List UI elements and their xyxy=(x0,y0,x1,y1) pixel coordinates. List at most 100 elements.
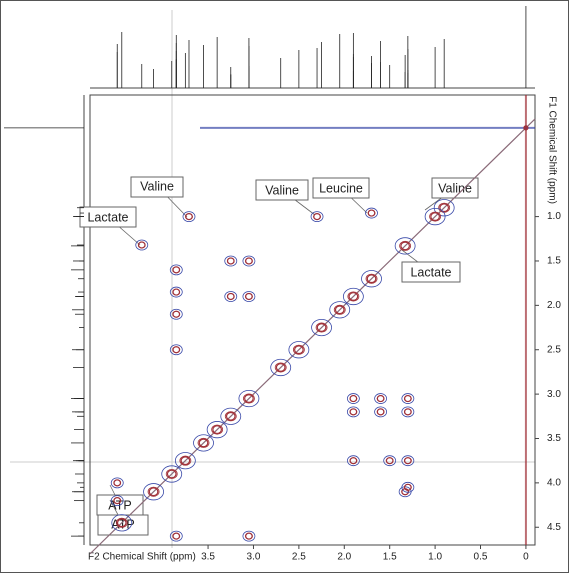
contour-ring xyxy=(147,486,160,497)
contour-ring xyxy=(169,530,183,542)
contour-ring xyxy=(242,291,256,302)
annotation: Lactate xyxy=(410,265,451,279)
contour-ring xyxy=(169,286,183,298)
peak xyxy=(349,408,358,416)
contour-ring xyxy=(333,304,346,315)
y-tick-label: 1.5 xyxy=(547,256,561,267)
contour-ring xyxy=(399,240,412,251)
contour-ring xyxy=(401,393,415,404)
y-tick-label: 4.0 xyxy=(547,478,561,489)
peak xyxy=(172,266,181,274)
peak xyxy=(137,241,146,249)
contour-ring xyxy=(270,358,292,377)
contour-ring xyxy=(401,406,415,418)
contour-ring xyxy=(224,411,237,422)
peak xyxy=(172,346,181,354)
contour-ring xyxy=(179,455,192,466)
peak xyxy=(385,457,394,465)
contour-ring xyxy=(143,483,164,501)
contour-ring xyxy=(243,393,255,404)
x-tick-label: 0.5 xyxy=(474,552,488,563)
contour-ring xyxy=(274,362,287,373)
y-tick-label: 3.0 xyxy=(547,389,561,400)
annotation: Valine xyxy=(140,179,174,193)
contour-ring xyxy=(374,406,388,418)
contour-ring xyxy=(429,211,442,222)
peak xyxy=(185,212,193,221)
contour-ring xyxy=(242,255,256,267)
annotations: Valine Valine Leucine ValineLactateLactateA… xyxy=(79,176,479,536)
annotation-box xyxy=(431,177,479,199)
contour-ring xyxy=(311,318,332,337)
contour-ring xyxy=(361,270,382,288)
x-tick-label: 3.5 xyxy=(201,552,215,563)
annotation: Valine xyxy=(438,181,472,195)
peak xyxy=(404,457,412,465)
annotation-box xyxy=(312,177,370,199)
peak xyxy=(404,483,412,491)
contour-ring xyxy=(438,202,451,213)
contour-ring xyxy=(394,237,416,255)
peak xyxy=(316,323,327,332)
peak xyxy=(245,292,253,301)
peak xyxy=(212,425,222,435)
peak xyxy=(349,394,358,403)
x-tick-label: 0 xyxy=(523,552,529,563)
contour-ring xyxy=(310,211,324,222)
peak xyxy=(245,257,253,265)
peak xyxy=(313,212,321,221)
annotation-box xyxy=(255,179,309,201)
contour-ring xyxy=(111,514,133,532)
y-tick-label: 3.5 xyxy=(547,433,561,444)
x-axis-label: F2 Chemical Shift (ppm) xyxy=(88,552,196,563)
peak xyxy=(523,125,529,131)
peak xyxy=(367,209,376,217)
contour-ring xyxy=(110,495,124,507)
contour-ring xyxy=(433,199,455,217)
peak xyxy=(400,241,410,251)
peak xyxy=(172,532,181,540)
y-tick-label: 2.0 xyxy=(547,300,561,311)
peak xyxy=(275,363,286,372)
peak xyxy=(113,479,122,487)
contour-ring xyxy=(110,477,124,489)
y-tick-label: 2.5 xyxy=(547,344,561,355)
peak xyxy=(439,203,450,213)
contour-ring xyxy=(242,530,256,542)
contour-ring xyxy=(346,455,360,467)
contour-ring xyxy=(347,291,360,302)
contour-ring xyxy=(165,468,178,479)
contour-ring xyxy=(161,465,183,483)
contour-ring xyxy=(211,424,224,435)
contour-ring xyxy=(288,341,310,359)
peak xyxy=(349,457,358,465)
contour-ring xyxy=(193,434,214,452)
contour-ring xyxy=(224,255,238,267)
contour-ring xyxy=(220,407,242,425)
contour-ring xyxy=(169,264,183,276)
x-tick-label: 1.0 xyxy=(428,552,442,563)
contour-ring xyxy=(329,301,351,319)
peak xyxy=(404,394,412,403)
annotation-box xyxy=(79,206,137,228)
peak xyxy=(116,518,127,528)
x-tick-label: 2.5 xyxy=(292,552,306,563)
peak xyxy=(376,408,385,416)
annotation-box xyxy=(130,176,184,198)
peak xyxy=(366,274,377,284)
x-tick-label: 1.5 xyxy=(383,552,397,563)
diagonal xyxy=(89,118,536,555)
annotation-box xyxy=(401,261,461,283)
annotation: Leucine xyxy=(319,181,363,195)
peak xyxy=(245,532,253,540)
y-tick-label: 4.5 xyxy=(547,522,561,533)
contour-ring xyxy=(169,344,183,356)
plot-frame xyxy=(89,94,536,546)
contour-ring xyxy=(374,393,388,404)
peak xyxy=(226,257,235,265)
contour-ring xyxy=(169,308,183,320)
peak xyxy=(294,345,304,355)
peak xyxy=(226,292,235,301)
